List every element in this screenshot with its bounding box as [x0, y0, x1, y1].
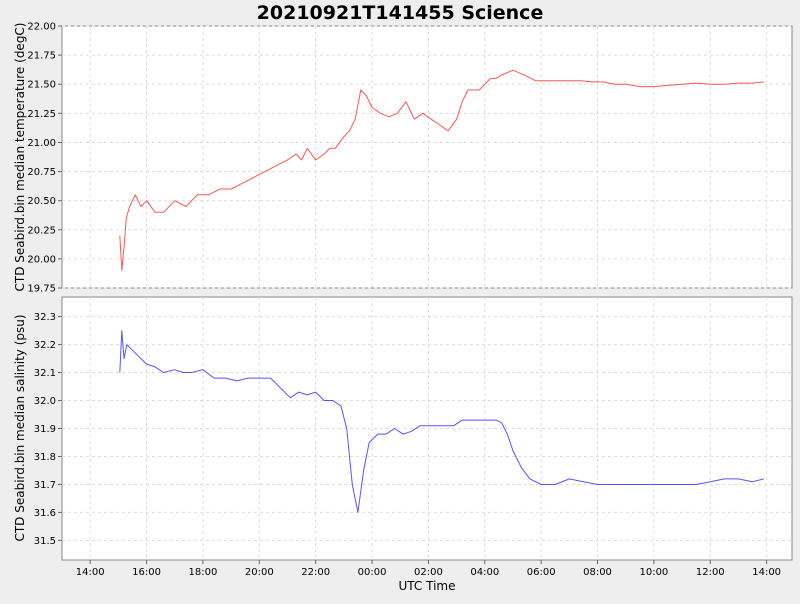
y-tick-label: 20.25	[27, 225, 56, 236]
x-tick-label: 14:00	[752, 567, 781, 578]
temperature-series	[119, 69, 764, 271]
y-tick-label: 31.8	[34, 452, 56, 463]
temperature-y-axis-label: CTD Seabird.bin median temperature (degC…	[13, 23, 27, 292]
y-tick-label: 32.0	[34, 396, 56, 407]
x-tick-label: 08:00	[583, 567, 612, 578]
y-tick-label: 32.2	[34, 340, 56, 351]
x-tick-label: 04:00	[470, 567, 499, 578]
y-tick-label: 21.75	[27, 51, 56, 62]
salinity-y-axis-label: CTD Seabird.bin median salinity (psu)	[13, 314, 27, 541]
x-axis-ticks: 14:00 16:00 18:00 20:00 22:00 00:00 02:00 04:00…	[76, 560, 781, 578]
salinity-series	[119, 330, 764, 513]
y-tick-label: 21.25	[27, 109, 56, 120]
temperature-plot-area	[61, 25, 793, 289]
x-axis-label: UTC Time	[399, 579, 456, 593]
y-tick-label: 31.5	[34, 536, 56, 547]
y-tick-label: 20.50	[27, 196, 56, 207]
x-tick-label: 20:00	[245, 567, 274, 578]
y-tick-label: 31.9	[34, 424, 56, 435]
x-tick-label: 06:00	[527, 567, 556, 578]
chart-title: 20210921T141455 Science	[257, 2, 544, 24]
y-tick-label: 20.00	[27, 254, 56, 265]
x-tick-label: 12:00	[696, 567, 725, 578]
x-tick-label: 02:00	[414, 567, 443, 578]
y-tick-label: 21.00	[27, 138, 56, 149]
y-tick-label: 32.3	[34, 312, 56, 323]
temperature-y-axis-ticks: 22.00 21.75 21.50 21.25 21.00 20.75 20.50 20.25…	[27, 22, 62, 295]
x-tick-label: 14:00	[76, 567, 105, 578]
y-tick-label: 22.00	[27, 22, 56, 33]
y-tick-label: 19.75	[27, 284, 56, 295]
x-tick-label: 22:00	[301, 567, 330, 578]
x-tick-label: 00:00	[358, 567, 387, 578]
y-tick-label: 31.7	[34, 480, 56, 491]
x-tick-label: 16:00	[132, 567, 161, 578]
y-tick-label: 20.75	[27, 167, 56, 178]
x-tick-label: 10:00	[639, 567, 668, 578]
temperature-gridlines	[62, 25, 792, 289]
x-tick-label: 18:00	[189, 567, 218, 578]
salinity-y-axis-ticks: 32.3 32.2 32.1 32.0 31.9 31.8 31.7 31.6 31.5	[34, 312, 62, 547]
y-tick-label: 31.6	[34, 508, 56, 519]
y-tick-label: 21.50	[27, 80, 56, 91]
salinity-series-line	[119, 330, 764, 513]
temperature-series-line	[119, 69, 764, 271]
y-tick-label: 32.1	[34, 368, 56, 379]
